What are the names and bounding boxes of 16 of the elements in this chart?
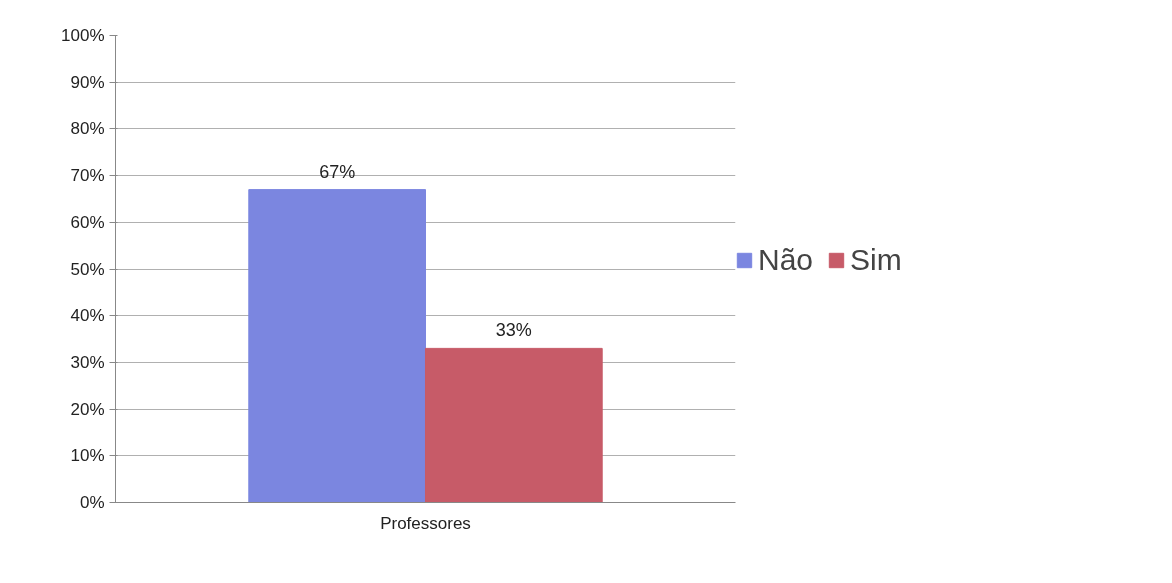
y-tick-label: 100%: [61, 26, 105, 45]
y-tick-label: 0%: [79, 493, 105, 512]
data-label: 67%: [319, 161, 356, 182]
y-tick-label: 10%: [70, 446, 105, 466]
y-tick-label: 50%: [70, 259, 105, 279]
legend-label: Não: [758, 243, 814, 277]
y-tick-label: 80%: [70, 119, 105, 139]
y-tick-label: 30%: [70, 352, 105, 372]
data-label: 33%: [495, 320, 532, 341]
legend-label: Sim: [850, 243, 902, 277]
y-tick-label: 60%: [70, 212, 105, 232]
y-tick-label: 90%: [70, 72, 105, 92]
y-tick-label: 70%: [70, 166, 105, 186]
y-tick-label: 20%: [70, 399, 105, 419]
y-tick-label: 40%: [70, 306, 105, 326]
x-tick-label: Professores: [380, 513, 471, 533]
